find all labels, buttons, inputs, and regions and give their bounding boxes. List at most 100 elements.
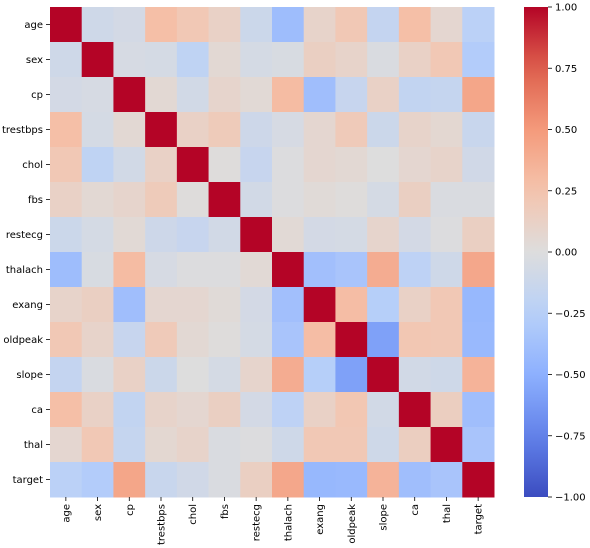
heatmap-cell-ca-target [462,392,495,428]
heatmap-cell-target-fbs [208,462,241,498]
heatmap-cell-target-thalach [272,462,305,498]
heatmap-cell-oldpeak-thalach [272,322,305,358]
heatmap-cell-ca-ca [398,392,432,428]
heatmap-cell-cp-trestbps [145,77,178,113]
colorbar-tick-label: 0.50 [555,125,577,136]
heatmap-cell-target-slope [367,462,400,498]
heatmap-cell-sex-thalach [272,42,305,78]
heatmap-cell-trestbps-sex [81,112,114,148]
column-label: exang [315,504,326,535]
heatmap-cell-cp-chol [176,77,210,113]
heatmap-cell-sex-trestbps [145,42,178,78]
heatmap-cell-trestbps-fbs [208,112,241,148]
heatmap-cell-restecg-thal [430,217,463,253]
heatmap-cell-cp-age [50,77,83,113]
heatmap-cell-trestbps-restecg [240,112,273,148]
heatmap-cell-slope-restecg [240,357,273,393]
heatmap-cell-ca-fbs [208,392,241,428]
heatmap-cell-slope-oldpeak [335,357,368,393]
heatmap-cell-target-thal [430,462,463,498]
column-label: chol [188,504,199,525]
heatmap-cell-thalach-sex [81,252,114,288]
heatmap-cell-oldpeak-exang [303,322,336,358]
heatmap-cell-restecg-fbs [208,217,241,253]
heatmap-cell-thal-slope [367,427,400,463]
heatmap-cell-fbs-age [50,182,83,218]
heatmap-cell-sex-age [50,42,83,78]
row-label: target [13,475,43,486]
heatmap-cell-exang-restecg [240,287,273,323]
heatmap-cell-trestbps-target [462,112,495,148]
heatmap-cell-oldpeak-fbs [208,322,241,358]
row-label: cp [31,90,43,101]
heatmap-cell-exang-sex [81,287,114,323]
colorbar [524,7,548,497]
heatmap-cell-oldpeak-sex [81,322,114,358]
heatmap-cell-target-age [50,462,83,498]
heatmap-cell-cp-slope [367,77,400,113]
heatmap-cell-ca-trestbps [145,392,178,428]
heatmap-cell-slope-trestbps [145,357,178,393]
heatmap-cell-oldpeak-slope [367,322,400,358]
heatmap-cell-fbs-target [462,182,495,218]
heatmap-cell-fbs-restecg [240,182,273,218]
heatmap-cell-exang-cp [113,287,146,323]
heatmap-cell-target-oldpeak [335,462,368,498]
heatmap-cell-exang-exang [303,287,336,323]
heatmap-cell-thalach-fbs [208,252,241,288]
colorbar-tick-label: 0.00 [555,248,577,259]
heatmap-cell-sex-slope [367,42,400,78]
heatmap-cell-slope-age [50,357,83,393]
heatmap-cell-ca-oldpeak [335,392,368,428]
heatmap-cell-sex-fbs [208,42,241,78]
heatmap-cell-trestbps-trestbps [145,112,178,148]
heatmap-cell-trestbps-oldpeak [335,112,368,148]
column-label: sex [93,504,104,521]
row-label: oldpeak [3,335,43,346]
heatmap-cell-thal-restecg [240,427,273,463]
heatmap-cell-exang-thal [430,287,463,323]
heatmap-cell-exang-trestbps [145,287,178,323]
heatmap-cell-thalach-age [50,252,83,288]
colorbar-tick-label: −1.00 [555,493,586,504]
heatmap-cell-fbs-thalach [272,182,305,218]
heatmap-cell-restecg-trestbps [145,217,178,253]
heatmap-cell-thalach-slope [367,252,400,288]
heatmap-cell-slope-ca [398,357,432,393]
heatmap-cell-trestbps-ca [398,112,432,148]
heatmap-cell-exang-ca [398,287,432,323]
heatmap-cell-chol-trestbps [145,147,178,183]
heatmap-cell-thal-thalach [272,427,305,463]
heatmap-cell-thalach-thal [430,252,463,288]
heatmap-cell-age-cp [113,7,146,43]
heatmap-cell-restecg-exang [303,217,336,253]
heatmap-cell-chol-restecg [240,147,273,183]
column-label: oldpeak [347,504,358,544]
heatmap-cell-thalach-chol [176,252,210,288]
heatmap-cell-target-sex [81,462,114,498]
heatmap-cell-trestbps-exang [303,112,336,148]
heatmap-cell-exang-chol [176,287,210,323]
heatmap-cell-age-exang [303,7,336,43]
heatmap-cell-oldpeak-trestbps [145,322,178,358]
column-label: slope [379,504,390,531]
heatmap-cell-cp-oldpeak [335,77,368,113]
heatmap-cell-target-target [462,462,495,498]
heatmap-cell-thal-sex [81,427,114,463]
heatmap-cell-oldpeak-target [462,322,495,358]
heatmap-cell-cp-target [462,77,495,113]
column-label: target [474,504,485,534]
column-label: thal [442,504,453,523]
column-label: cp [125,504,136,516]
heatmap-cell-age-age [50,7,83,43]
heatmap-cell-sex-cp [113,42,146,78]
heatmap-cell-trestbps-cp [113,112,146,148]
column-label: thalach [283,504,294,541]
heatmap-cell-chol-cp [113,147,146,183]
heatmap-cell-fbs-oldpeak [335,182,368,218]
heatmap-cell-slope-sex [81,357,114,393]
heatmap-cell-fbs-trestbps [145,182,178,218]
heatmap-cell-chol-fbs [208,147,241,183]
heatmap-cell-restecg-oldpeak [335,217,368,253]
heatmap-cell-chol-thal [430,147,463,183]
